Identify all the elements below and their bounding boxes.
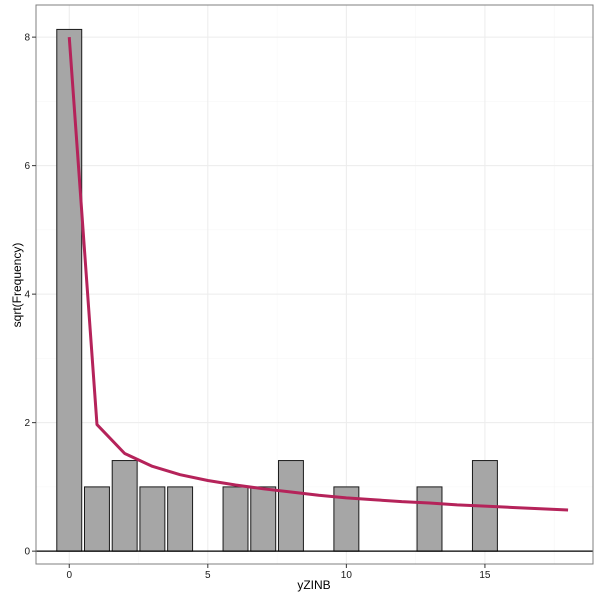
x-tick-label: 10: [341, 570, 353, 581]
bar: [139, 486, 166, 552]
bar: [83, 486, 110, 552]
bar: [277, 460, 304, 552]
y-tick-label: 0: [24, 547, 30, 558]
x-tick-label: 15: [479, 570, 491, 581]
panel-border: [35, 4, 594, 565]
y-tick-label: 6: [24, 161, 30, 172]
y-tick-label: 2: [24, 418, 30, 429]
x-axis: 0 5 10 15: [66, 564, 491, 581]
y-tick-label: 8: [24, 33, 30, 44]
x-tick-label: 0: [66, 570, 72, 581]
bar: [111, 460, 138, 552]
y-axis: 0 2 4 6 8: [24, 33, 36, 558]
y-tick-label: 4: [24, 290, 30, 301]
bar: [416, 486, 443, 552]
y-axis-title: sqrt(Frequency): [10, 243, 24, 328]
x-axis-title: yZINB: [297, 578, 330, 592]
bar: [222, 486, 249, 552]
bar: [167, 486, 194, 552]
bars: [56, 28, 498, 552]
expected-curve: [67, 37, 569, 512]
x-tick-label: 5: [205, 570, 211, 581]
bar: [250, 486, 277, 552]
bar: [56, 28, 83, 552]
